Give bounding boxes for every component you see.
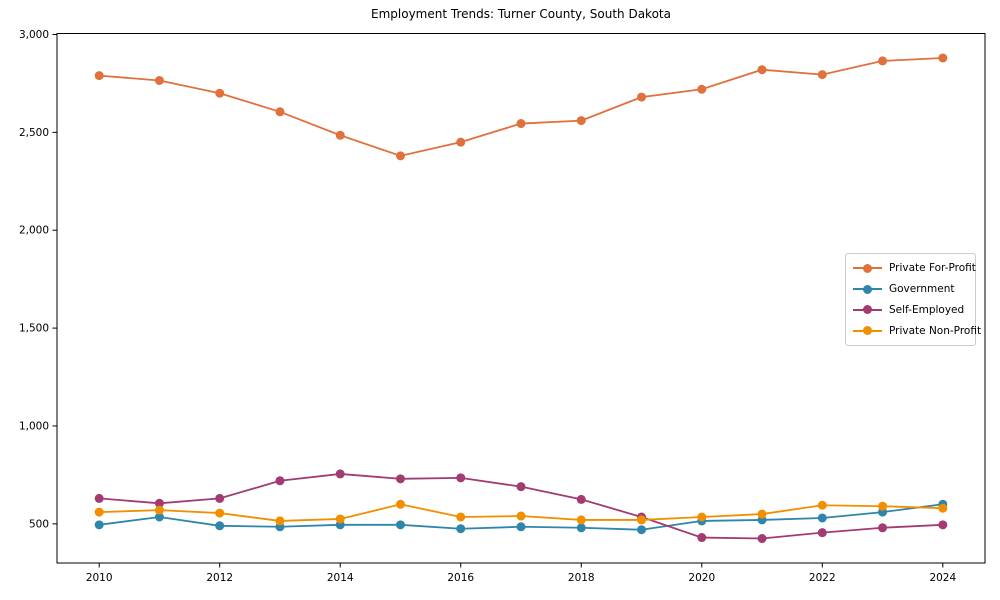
- data-point-private-non-profit: [335, 514, 345, 524]
- data-point-self-employed: [757, 534, 767, 544]
- data-point-private-for-profit: [697, 84, 707, 94]
- data-point-self-employed: [275, 476, 285, 486]
- data-point-private-non-profit: [395, 499, 405, 509]
- legend-label: Private For-Profit: [889, 262, 976, 275]
- data-point-private-for-profit: [215, 88, 225, 98]
- data-point-self-employed: [516, 482, 526, 492]
- legend-item-self-employed: Self-Employed: [853, 300, 968, 320]
- y-axis-tick-label: 1,000: [19, 420, 49, 432]
- data-point-private-non-profit: [456, 512, 466, 522]
- data-point-self-employed: [817, 528, 827, 538]
- legend-label: Government: [889, 283, 955, 296]
- data-point-private-non-profit: [878, 501, 888, 511]
- legend-item-private-for-profit: Private For-Profit: [853, 258, 976, 278]
- data-point-self-employed: [878, 523, 888, 533]
- y-axis-tick-label: 1,500: [19, 323, 49, 335]
- legend-marker-icon: [853, 263, 882, 273]
- data-point-self-employed: [335, 469, 345, 479]
- legend: Private For-Profit Government Self-Employe…: [845, 253, 981, 346]
- data-point-private-for-profit: [154, 75, 164, 85]
- data-point-private-non-profit: [697, 512, 707, 522]
- data-point-self-employed: [938, 520, 948, 530]
- y-axis-tick-label: 2,000: [19, 225, 49, 237]
- data-point-private-for-profit: [576, 116, 586, 126]
- legend-dot: [863, 263, 872, 273]
- data-point-private-for-profit: [938, 53, 948, 63]
- data-point-private-non-profit: [576, 515, 586, 525]
- data-point-government: [456, 524, 466, 534]
- data-point-self-employed: [215, 493, 225, 503]
- data-point-private-for-profit: [757, 65, 767, 75]
- legend-dot: [863, 305, 872, 315]
- data-point-government: [215, 521, 225, 531]
- data-point-private-for-profit: [335, 130, 345, 140]
- data-point-private-non-profit: [817, 500, 827, 510]
- data-point-government: [94, 520, 104, 530]
- data-point-private-for-profit: [275, 107, 285, 117]
- data-point-self-employed: [456, 473, 466, 483]
- data-point-government: [516, 522, 526, 532]
- legend-label: Self-Employed: [889, 303, 965, 316]
- data-point-private-for-profit: [395, 151, 405, 161]
- data-point-private-non-profit: [938, 503, 948, 513]
- legend-dot: [863, 326, 872, 336]
- data-point-private-non-profit: [275, 516, 285, 526]
- data-point-self-employed: [94, 493, 104, 503]
- legend-marker-icon: [853, 326, 882, 336]
- data-point-private-non-profit: [637, 515, 647, 525]
- data-point-self-employed: [395, 474, 405, 484]
- data-point-private-for-profit: [878, 56, 888, 66]
- data-point-private-for-profit: [516, 119, 526, 129]
- data-point-self-employed: [697, 533, 707, 543]
- legend-item-private-non-profit: Private Non-Profit: [853, 321, 981, 341]
- series-line-private-for-profit: [99, 57, 943, 157]
- data-point-self-employed: [154, 498, 164, 508]
- data-point-private-non-profit: [757, 509, 767, 519]
- chart-title: Employment Trends: Turner County, South …: [371, 7, 671, 21]
- data-point-self-employed: [576, 494, 586, 504]
- data-point-government: [576, 523, 586, 533]
- data-point-government: [637, 525, 647, 535]
- x-axis-tick-label: 2022: [809, 572, 836, 584]
- legend-marker-icon: [853, 284, 882, 294]
- x-axis-tick-label: 2020: [688, 572, 715, 584]
- data-point-private-non-profit: [215, 508, 225, 518]
- x-axis-tick-label: 2024: [929, 572, 956, 584]
- data-point-government: [395, 520, 405, 530]
- x-axis-tick-label: 2016: [447, 572, 474, 584]
- x-axis-tick-label: 2014: [327, 572, 354, 584]
- legend-dot: [863, 284, 872, 294]
- y-axis-tick-label: 500: [29, 518, 49, 530]
- plot-border: [56, 33, 986, 564]
- legend-item-government: Government: [853, 279, 968, 299]
- data-point-government: [817, 513, 827, 523]
- legend-label: Private Non-Profit: [889, 324, 982, 337]
- x-axis-tick-label: 2018: [568, 572, 595, 584]
- y-axis-tick-label: 3,000: [19, 29, 49, 41]
- data-point-private-for-profit: [637, 92, 647, 102]
- data-point-private-for-profit: [817, 70, 827, 80]
- data-point-private-non-profit: [154, 505, 164, 515]
- x-axis-tick-label: 2010: [86, 572, 113, 584]
- legend-marker-icon: [853, 305, 882, 315]
- data-point-private-non-profit: [94, 507, 104, 517]
- data-point-government: [154, 512, 164, 522]
- data-point-private-for-profit: [94, 71, 104, 81]
- data-point-private-non-profit: [516, 511, 526, 521]
- y-axis-tick-label: 2,500: [19, 127, 49, 139]
- data-point-private-for-profit: [456, 137, 466, 147]
- x-axis-tick-label: 2012: [206, 572, 233, 584]
